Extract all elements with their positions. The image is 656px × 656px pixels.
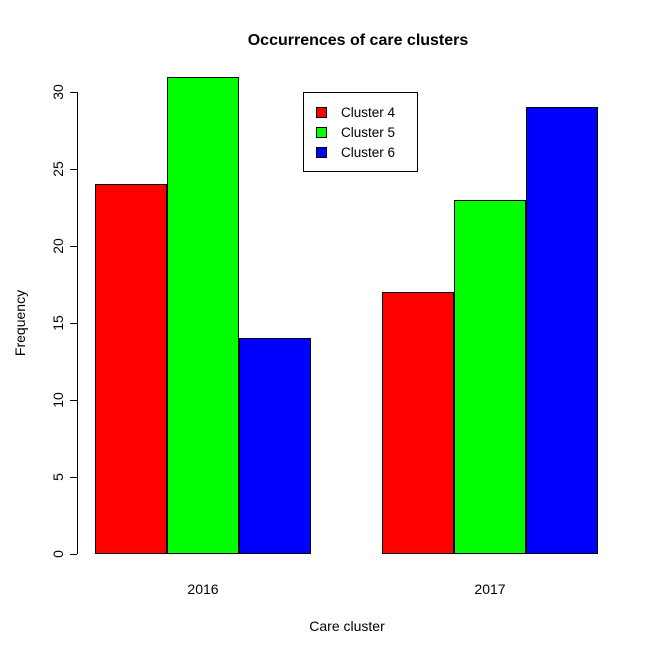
legend-swatch-icon: [316, 126, 327, 138]
chart-title: Occurrences of care clusters: [247, 32, 469, 49]
y-tick-mark: [70, 91, 77, 93]
y-tick-label: 0: [50, 550, 66, 558]
x-axis-label: Care cluster: [309, 618, 385, 634]
bar-cluster-4-2017: [382, 292, 454, 554]
legend-swatch-icon: [316, 106, 327, 118]
y-tick-label: 30: [50, 84, 66, 100]
x-category-label-2017: 2017: [474, 581, 506, 597]
y-tick-mark: [70, 399, 77, 401]
y-tick-label: 10: [50, 392, 66, 408]
legend: Cluster 4 Cluster 5 Cluster 6: [303, 92, 418, 172]
y-tick-label: 15: [50, 315, 66, 331]
bar-cluster-5-2017: [454, 199, 526, 554]
legend-label: Cluster 5: [341, 124, 396, 140]
y-axis-line: [77, 92, 78, 554]
y-tick-label: 25: [50, 161, 66, 177]
bar-cluster-6-2016: [239, 338, 311, 554]
legend-swatch-icon: [316, 146, 327, 158]
y-tick-mark: [70, 168, 77, 170]
y-tick-mark: [70, 553, 77, 555]
legend-item: Cluster 4: [304, 102, 417, 122]
legend-item: Cluster 6: [304, 142, 417, 162]
y-tick-mark: [70, 322, 77, 324]
x-category-label-2016: 2016: [187, 581, 219, 597]
y-axis-label: Frequency: [12, 289, 28, 357]
y-tick-label: 20: [50, 238, 66, 254]
legend-items: Cluster 4 Cluster 5 Cluster 6: [304, 102, 417, 162]
legend-label: Cluster 4: [341, 104, 396, 120]
legend-item: Cluster 5: [304, 122, 417, 142]
bar-cluster-6-2017: [526, 107, 598, 554]
bar-cluster-5-2016: [167, 76, 239, 554]
y-tick-label: 5: [50, 473, 66, 481]
bar-cluster-4-2016: [95, 184, 167, 554]
y-tick-mark: [70, 245, 77, 247]
legend-label: Cluster 6: [341, 144, 396, 160]
y-tick-mark: [70, 476, 77, 478]
